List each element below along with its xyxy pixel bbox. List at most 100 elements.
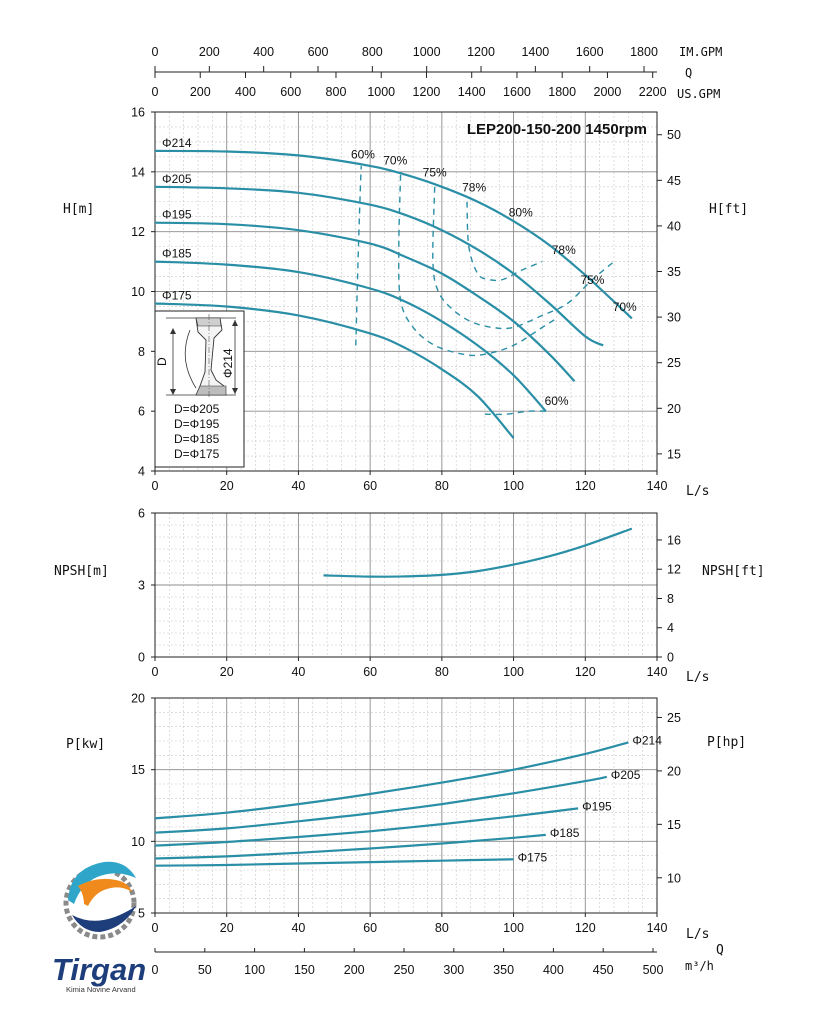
- curve-layer: [154, 149, 633, 867]
- x-tick-label: 0: [152, 921, 159, 935]
- top-usgpm-tick-label: 2200: [639, 85, 667, 99]
- top-imgpm-tick-label: 1200: [467, 45, 495, 59]
- x-tick-label: 140: [647, 665, 668, 679]
- bottom-m3h-tick-label: 100: [244, 963, 265, 977]
- efficiency-label: 75%: [580, 273, 604, 287]
- bottom-q-label: Q: [716, 943, 724, 958]
- x-tick-label: 60: [363, 479, 377, 493]
- series-label: Φ185: [550, 826, 580, 840]
- series-label: Φ214: [162, 136, 192, 150]
- efficiency-label: 80%: [509, 206, 533, 220]
- y-tick-label: 5: [138, 907, 145, 921]
- bottom-m3h-tick-label: 200: [344, 963, 365, 977]
- inset-d-label: D: [155, 357, 169, 366]
- top-axis-imgpm-label: IM.GPM: [679, 45, 722, 59]
- x-tick-label: 20: [220, 479, 234, 493]
- x-tick-label: 80: [435, 921, 449, 935]
- bottom-m3h-tick-label: 350: [493, 963, 514, 977]
- bottom-m3h-tick-label: 400: [543, 963, 564, 977]
- y-tick-label: 8: [138, 345, 145, 359]
- y-right-tick-label: 20: [667, 764, 681, 778]
- x-tick-label: 40: [291, 921, 305, 935]
- y-tick-label: 4: [138, 465, 145, 479]
- efficiency-contour: [466, 201, 543, 282]
- inset-line: D=Φ195: [174, 417, 220, 431]
- inset-line: D=Φ205: [174, 402, 220, 416]
- y-right-tick-label: 16: [667, 533, 681, 547]
- series-curve: [154, 185, 604, 347]
- y-right-tick-label: 45: [667, 174, 681, 188]
- top-usgpm-tick-label: 400: [235, 85, 256, 99]
- impeller-drawing: [166, 314, 238, 398]
- y-tick-label: 10: [131, 285, 145, 299]
- series-label: Φ175: [162, 288, 192, 302]
- series-label: Φ205: [611, 768, 641, 782]
- top-imgpm-tick-label: 0: [152, 45, 159, 59]
- gear-icon: [63, 866, 137, 940]
- top-usgpm-tick-label: 0: [152, 85, 159, 99]
- y-right-tick-label: 0: [667, 651, 674, 665]
- series-curve: [154, 741, 629, 820]
- top-axis-usgpm-label: US.GPM: [677, 87, 720, 101]
- x-tick-label: 0: [152, 665, 159, 679]
- y-right-tick-label: 50: [667, 128, 681, 142]
- x-tick-label: 80: [435, 665, 449, 679]
- top-imgpm-tick-label: 600: [308, 45, 329, 59]
- top-usgpm-tick-label: 1200: [413, 85, 441, 99]
- x-tick-label: 80: [435, 479, 449, 493]
- top-usgpm-tick-label: 1000: [367, 85, 395, 99]
- text-layer: 0 20 40 60 80 100 120 1404681012141615202530354…: [131, 45, 681, 977]
- bottom-m3h-tick-label: 0: [152, 963, 159, 977]
- efficiency-label: 70%: [383, 153, 407, 167]
- y-tick-label: 15: [131, 763, 145, 777]
- y-right-tick-label: 8: [667, 592, 674, 606]
- top-imgpm-tick-label: 1400: [521, 45, 549, 59]
- x-tick-label: 60: [363, 665, 377, 679]
- x-tick-label: 120: [575, 479, 596, 493]
- x-tick-label: 120: [575, 665, 596, 679]
- bottom-unit-label: m³/h: [685, 959, 714, 973]
- series-label: Φ175: [518, 850, 548, 864]
- y-right-tick-label: 10: [667, 871, 681, 885]
- tirgan-logo: Tirgan Kimia Novine Arvand: [52, 861, 146, 994]
- npsh-ylabel: NPSH[m]: [54, 564, 109, 579]
- x-tick-label: 140: [647, 479, 668, 493]
- efficiency-label: 70%: [613, 300, 637, 314]
- efficiency-label: 78%: [462, 180, 486, 194]
- y-tick-label: 3: [138, 579, 145, 593]
- power-ylabel-right: P[hp]: [707, 735, 746, 750]
- bottom-m3h-tick-label: 450: [593, 963, 614, 977]
- x-tick-label: 20: [220, 921, 234, 935]
- top-usgpm-tick-label: 800: [326, 85, 347, 99]
- inset-line: D=Φ185: [174, 432, 220, 446]
- x-tick-label: 100: [503, 479, 524, 493]
- y-right-tick-label: 30: [667, 311, 681, 325]
- x-tick-label: 0: [152, 479, 159, 493]
- frame-layer: [151, 66, 662, 953]
- y-right-tick-label: 25: [667, 356, 681, 370]
- impeller-inset: D Φ214 D=Φ205 D=Φ195 D=Φ185 D=Φ175: [154, 310, 245, 468]
- inset-diameter-label: Φ214: [221, 348, 235, 378]
- y-right-tick-label: 40: [667, 219, 681, 233]
- series-label: Φ185: [162, 247, 192, 261]
- top-imgpm-tick-label: 1000: [413, 45, 441, 59]
- y-tick-label: 14: [131, 165, 145, 179]
- top-imgpm-tick-label: 200: [199, 45, 220, 59]
- top-usgpm-tick-label: 600: [280, 85, 301, 99]
- x-tick-label: 40: [291, 665, 305, 679]
- series-curve: [323, 527, 633, 578]
- head-xlabel: L/s: [686, 484, 709, 499]
- bottom-m3h-tick-label: 300: [443, 963, 464, 977]
- y-tick-label: 10: [131, 835, 145, 849]
- top-imgpm-tick-label: 800: [362, 45, 383, 59]
- top-imgpm-tick-label: 400: [253, 45, 274, 59]
- y-tick-label: 0: [138, 651, 145, 665]
- x-tick-label: 60: [363, 921, 377, 935]
- series-curve: [154, 221, 576, 383]
- series-curve: [154, 807, 579, 847]
- y-right-tick-label: 15: [667, 447, 681, 461]
- x-tick-label: 100: [503, 665, 524, 679]
- series-label: Φ214: [632, 733, 662, 747]
- y-tick-label: 20: [131, 692, 145, 706]
- y-tick-label: 16: [131, 106, 145, 120]
